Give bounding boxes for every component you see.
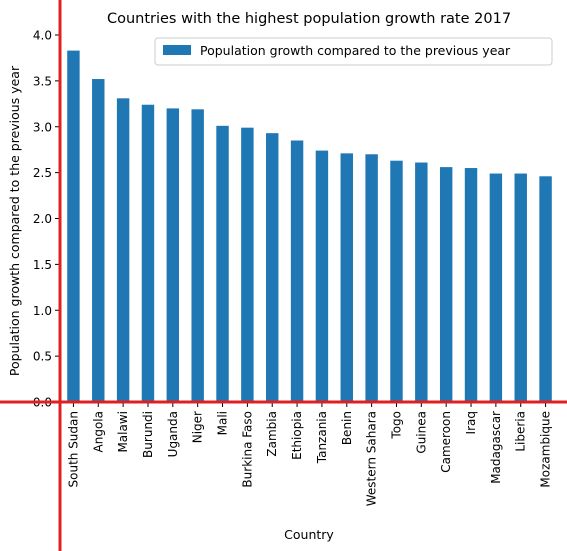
legend: Population growth compared to the previo…: [154, 37, 553, 66]
legend-swatch: [163, 45, 191, 55]
bar: [365, 154, 378, 402]
bar: [464, 168, 478, 402]
x-axis-ticks: South Sudan Angola Malawi Burundi Uganda Nige…: [66, 402, 553, 506]
y-tick-label: 4.0: [33, 29, 52, 43]
x-tick-label: Liberia: [514, 411, 528, 452]
y-tick-label: 1.5: [33, 258, 52, 272]
x-tick-label: Western Sahara: [365, 411, 379, 506]
y-tick-label: 3.5: [33, 74, 52, 88]
bar: [67, 50, 80, 402]
y-tick-label: 2.0: [33, 212, 52, 226]
x-tick-label: Mozambique: [539, 411, 553, 488]
bar: [340, 153, 353, 402]
x-tick-label: Zambia: [265, 411, 279, 457]
x-tick-label: Ethiopia: [290, 411, 304, 460]
legend-label: Population growth compared to the previo…: [200, 43, 511, 58]
bar: [489, 173, 503, 402]
y-tick-label: 1.0: [33, 304, 52, 318]
bar: [191, 109, 204, 402]
x-tick-label: Burundi: [141, 411, 155, 458]
x-tick-label: Mali: [216, 411, 230, 435]
x-tick-label: Tanzania: [315, 411, 329, 464]
bar: [439, 167, 453, 402]
y-tick-label: 2.5: [33, 166, 52, 180]
x-tick-label: Iraq: [464, 411, 478, 434]
legend-frame: [154, 37, 553, 66]
x-tick-label: Madagascar: [489, 411, 503, 484]
bar: [415, 162, 428, 402]
bar: [390, 160, 403, 402]
bar: [92, 79, 105, 402]
bar: [141, 104, 155, 402]
x-tick-label: Togo: [389, 411, 403, 440]
bar: [266, 133, 279, 403]
x-tick-label: Cameroon: [439, 411, 453, 473]
x-tick-label: Burkina Faso: [240, 411, 254, 488]
y-axis-label: Population growth compared to the previo…: [7, 65, 22, 376]
x-tick-label: Angola: [91, 411, 105, 452]
y-tick-label: 0.5: [33, 350, 52, 364]
y-axis-ticks: 0.00.51.01.52.02.53.03.54.0: [33, 29, 60, 410]
y-tick-label: 3.0: [33, 120, 52, 134]
x-tick-label: Benin: [340, 411, 354, 445]
bar: [539, 176, 552, 402]
bar: [514, 173, 527, 402]
bar: [116, 98, 130, 402]
x-tick-label: Uganda: [166, 411, 180, 457]
bars: [67, 50, 552, 403]
x-tick-label: Malawi: [116, 411, 130, 453]
bar: [290, 140, 304, 402]
bar: [166, 108, 180, 403]
x-axis-label: Country: [284, 527, 334, 542]
x-tick-label: South Sudan: [66, 411, 80, 488]
bar: [241, 127, 254, 403]
bar: [315, 150, 329, 402]
bar: [216, 125, 229, 402]
chart-title: Countries with the highest population gr…: [107, 11, 511, 27]
x-tick-label: Niger: [191, 411, 205, 443]
x-tick-label: Guinea: [414, 411, 428, 454]
